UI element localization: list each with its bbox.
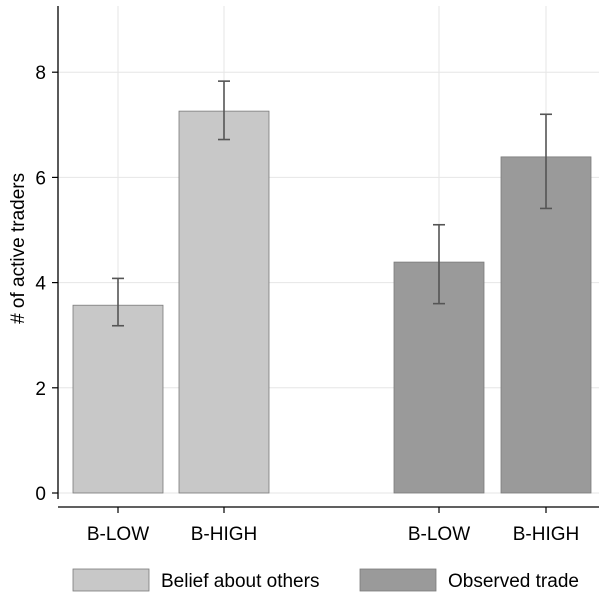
bar — [178, 110, 270, 494]
x-tick-label: B-LOW — [408, 524, 470, 545]
legend-swatch — [359, 568, 437, 592]
legend-label: Observed trade — [448, 571, 579, 592]
x-tick-label: B-LOW — [87, 524, 149, 545]
bar — [72, 304, 164, 494]
y-tick-label: 6 — [35, 168, 46, 189]
bars — [72, 110, 592, 494]
legend-label: Belief about others — [161, 571, 319, 592]
legend: Belief about others Observed trade — [72, 568, 579, 592]
legend-swatch — [72, 568, 150, 592]
y-axis-label: # of active traders — [8, 173, 29, 324]
axes: B-LOW B-HIGH B-LOW B-HIGH 0 2 4 6 8 # of active t… — [8, 6, 599, 545]
y-tick-label: 8 — [35, 63, 46, 84]
error-bars — [112, 80, 552, 327]
bar — [500, 156, 592, 494]
x-tick-label: B-HIGH — [191, 524, 258, 545]
y-tick-label: 4 — [35, 274, 46, 295]
y-tick-label: 2 — [35, 379, 46, 400]
y-tick-label: 0 — [35, 484, 46, 505]
x-tick-label: B-HIGH — [513, 524, 580, 545]
